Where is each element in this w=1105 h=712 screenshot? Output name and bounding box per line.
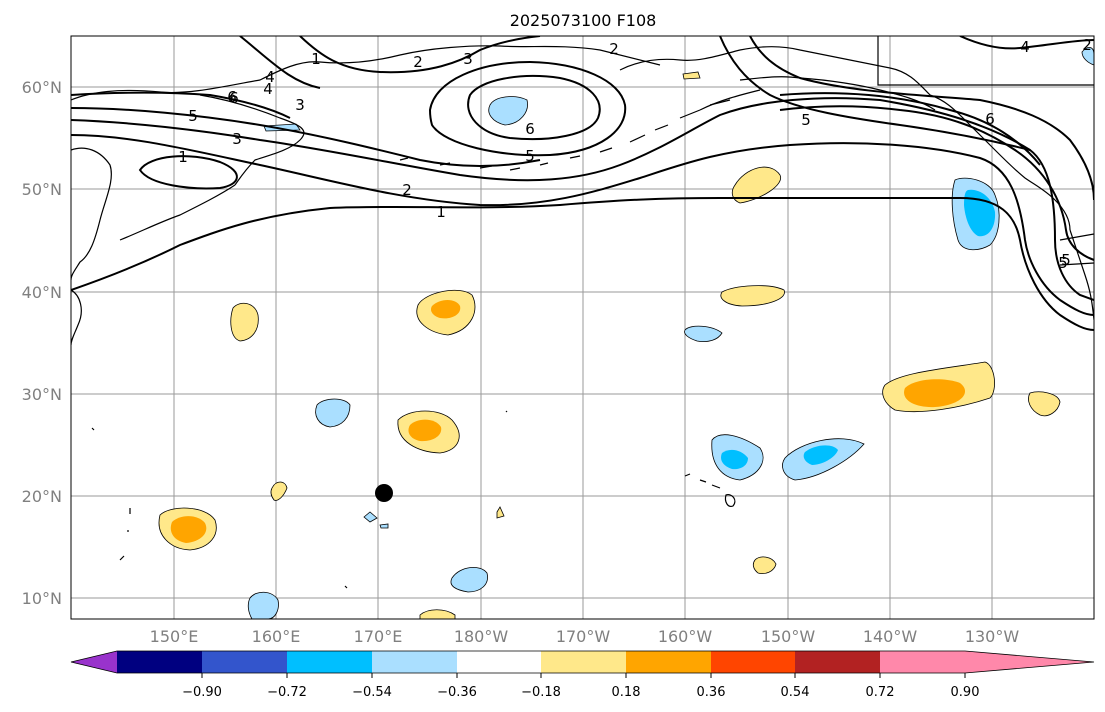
longitude-labels: 150°E 160°E 170°E 180°W 170°W 160°W 150°… — [150, 627, 1020, 646]
colorbar-tick-label: −0.72 — [267, 685, 307, 700]
lat-label: 50°N — [22, 180, 62, 199]
colorbar-tick-label: −0.36 — [437, 685, 477, 700]
contour-label: 4 — [263, 80, 273, 98]
coastlines — [71, 36, 1094, 589]
lat-label: 10°N — [22, 589, 62, 608]
lon-label: 170°E — [354, 627, 403, 646]
contour-lines — [71, 36, 1094, 331]
map-title: 2025073100 F108 — [510, 11, 657, 30]
lon-label: 140°W — [863, 627, 918, 646]
contour-label: 5 — [188, 107, 198, 125]
colorbar-ticks — [201, 673, 966, 678]
graticule — [71, 36, 1094, 619]
colorbar-segment — [626, 651, 711, 673]
colorbar-segment — [711, 651, 795, 673]
lon-label: 150°E — [150, 627, 199, 646]
colorbar-tick-label: −0.90 — [182, 685, 222, 700]
contour-labels: 1 2 3 4 5 6 6 5 2 1 2 3 4 5 6 1 2 3 4 5 … — [178, 36, 1092, 272]
colorbar-segment — [541, 651, 626, 673]
colorbar-tick-label: −0.54 — [352, 685, 392, 700]
colorbar-tick-label: 0.54 — [781, 685, 810, 700]
contour-label: 4 — [265, 68, 275, 86]
contour-label: 6 — [525, 120, 535, 138]
colorbar-max-arrow — [965, 651, 1094, 673]
contour-label: 2 — [1082, 36, 1092, 54]
colorbar-segment — [202, 651, 287, 673]
lat-label: 60°N — [22, 78, 62, 97]
contour-label: 6 — [227, 88, 237, 106]
colorbar-tick-label: 0.72 — [866, 685, 895, 700]
contour-label: 1 — [178, 148, 188, 166]
lon-label: 130°W — [965, 627, 1020, 646]
contour-label: 3 — [463, 50, 473, 68]
lon-label: 160°W — [658, 627, 713, 646]
colorbar-segment — [795, 651, 880, 673]
contour-label: 5 — [1058, 254, 1068, 272]
contour-label: 5 — [1061, 251, 1071, 269]
position-marker — [375, 484, 393, 502]
colorbar-tick-label: 0.90 — [951, 685, 980, 700]
contour-label: 2 — [413, 53, 423, 71]
colorbar-segment — [880, 651, 965, 673]
negative-anomaly-areas — [247, 47, 1094, 619]
contour-label: 1 — [311, 50, 321, 68]
contour-label: 5 — [525, 147, 535, 165]
colorbar-segment — [117, 651, 202, 673]
colorbar-tick-label: 0.18 — [612, 685, 641, 700]
contour-label: 3 — [295, 96, 305, 114]
lat-label: 40°N — [22, 283, 62, 302]
map-frame — [70, 35, 1095, 620]
lon-label: 180°W — [454, 627, 509, 646]
lat-label: 20°N — [22, 487, 62, 506]
lat-label: 30°N — [22, 385, 62, 404]
contour-label: 1 — [436, 203, 446, 221]
contour-label: 6 — [985, 110, 995, 128]
contour-label: 2 — [402, 181, 412, 199]
colorbar-segment — [457, 651, 541, 673]
contour-label: 3 — [232, 130, 242, 148]
lon-label: 150°W — [761, 627, 816, 646]
lon-label: 160°E — [252, 627, 301, 646]
contour-label: 2 — [609, 40, 619, 58]
contour-label: 5 — [801, 111, 811, 129]
colorbar-min-arrow — [71, 651, 117, 673]
contour-label: 6 — [229, 89, 239, 107]
colorbar: −0.90 −0.72 −0.54 −0.36 −0.18 0.18 0.36 … — [70, 650, 1095, 700]
colorbar-tick-label: −0.18 — [521, 685, 561, 700]
positive-anomaly-areas — [158, 71, 1061, 619]
latitude-labels: 60°N 50°N 40°N 30°N 20°N 10°N — [22, 78, 62, 608]
contour-label: 4 — [1020, 38, 1030, 56]
colorbar-tick-label: 0.36 — [697, 685, 726, 700]
lon-label: 170°W — [556, 627, 611, 646]
colorbar-segment — [372, 651, 457, 673]
colorbar-segment — [287, 651, 372, 673]
